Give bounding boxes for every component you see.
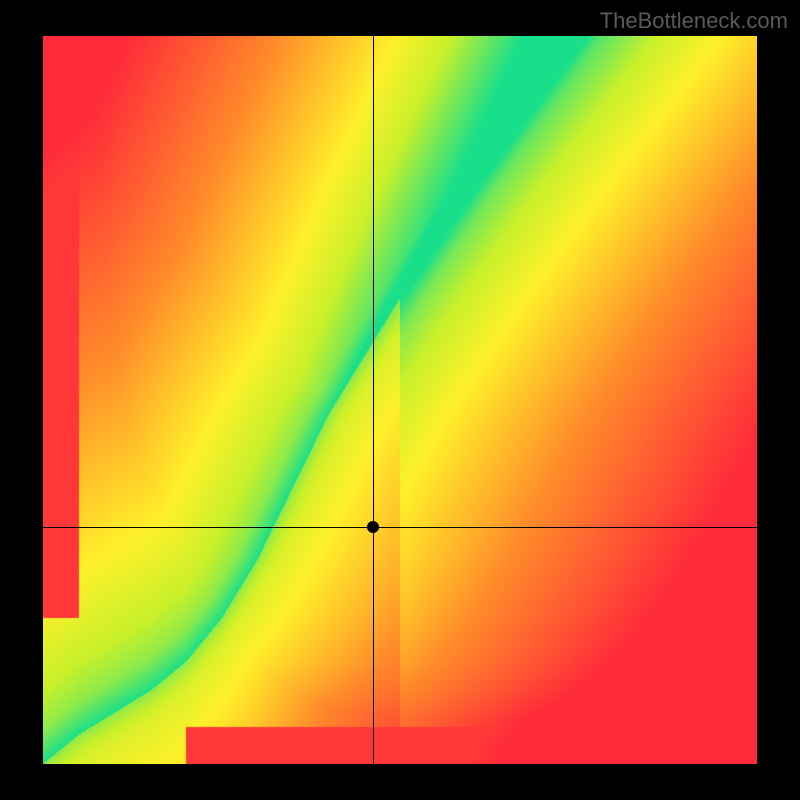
crosshair-vertical — [373, 36, 374, 764]
crosshair-horizontal — [43, 527, 757, 528]
data-point-marker — [367, 521, 379, 533]
plot-area — [43, 36, 757, 764]
heatmap-canvas — [43, 36, 757, 764]
watermark-text: TheBottleneck.com — [600, 8, 788, 34]
